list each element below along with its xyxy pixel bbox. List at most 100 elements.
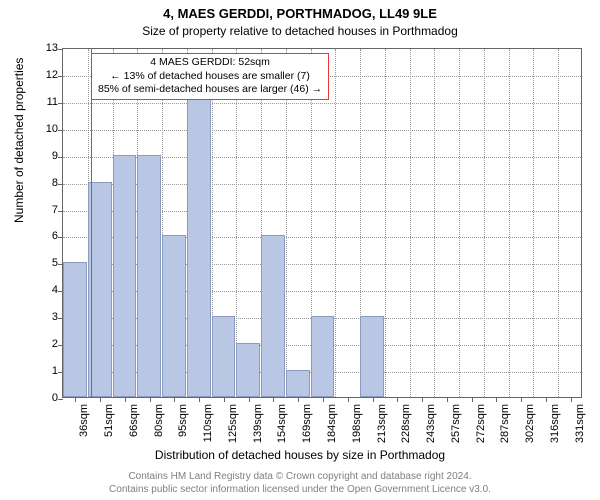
x-axis-label: Distribution of detached houses by size … — [0, 448, 600, 462]
y-tick-label: 12 — [28, 69, 58, 81]
x-tick-label: 110sqm — [202, 404, 214, 442]
bar — [212, 316, 236, 397]
x-tick-mark — [100, 397, 101, 402]
y-tick-label: 7 — [28, 204, 58, 216]
y-tick-mark — [58, 76, 63, 77]
grid-line-v — [434, 49, 435, 397]
y-tick-label: 4 — [28, 284, 58, 296]
y-axis-label: Number of detached properties — [12, 58, 26, 223]
grid-line-v — [385, 49, 386, 397]
bar — [162, 235, 186, 397]
x-tick-mark — [75, 397, 76, 402]
x-tick-mark — [373, 397, 374, 402]
x-tick-label: 316sqm — [549, 404, 561, 443]
y-tick-label: 9 — [28, 150, 58, 162]
x-tick-label: 287sqm — [499, 404, 511, 443]
bar — [311, 316, 335, 397]
chart-title-main: 4, MAES GERDDI, PORTHMADOG, LL49 9LE — [0, 6, 600, 21]
grid-line-v — [286, 49, 287, 397]
y-tick-label: 3 — [28, 311, 58, 323]
x-tick-mark — [273, 397, 274, 402]
x-tick-mark — [298, 397, 299, 402]
x-tick-mark — [125, 397, 126, 402]
y-tick-label: 0 — [28, 392, 58, 404]
x-tick-label: 80sqm — [153, 404, 165, 437]
grid-line-v — [484, 49, 485, 397]
x-tick-label: 66sqm — [128, 404, 140, 437]
grid-line-v — [558, 49, 559, 397]
y-tick-mark — [58, 211, 63, 212]
y-tick-label: 6 — [28, 230, 58, 242]
annotation-line-2: ← 13% of detached houses are smaller (7) — [98, 70, 322, 84]
x-tick-label: 184sqm — [326, 404, 338, 443]
x-tick-label: 154sqm — [276, 404, 288, 443]
annotation-box: 4 MAES GERDDI: 52sqm ← 13% of detached h… — [91, 53, 329, 100]
bar — [236, 343, 260, 397]
x-tick-label: 213sqm — [376, 404, 388, 443]
reference-line — [91, 49, 92, 397]
x-tick-label: 139sqm — [252, 404, 264, 443]
x-tick-mark — [571, 397, 572, 402]
y-tick-mark — [58, 49, 63, 50]
grid-line-v — [533, 49, 534, 397]
grid-line-v — [335, 49, 336, 397]
y-tick-mark — [58, 237, 63, 238]
x-tick-label: 51sqm — [103, 404, 115, 437]
x-tick-mark — [174, 397, 175, 402]
x-tick-label: 169sqm — [301, 404, 313, 443]
x-tick-mark — [249, 397, 250, 402]
y-tick-label: 1 — [28, 365, 58, 377]
chart-title-sub: Size of property relative to detached ho… — [0, 24, 600, 38]
bar — [137, 155, 161, 397]
footer-line-2: Contains public sector information licen… — [0, 483, 600, 496]
x-tick-mark — [348, 397, 349, 402]
bar — [63, 262, 87, 397]
grid-line-h — [63, 130, 581, 131]
bar — [286, 370, 310, 397]
x-tick-mark — [323, 397, 324, 402]
x-tick-mark — [199, 397, 200, 402]
y-tick-mark — [58, 184, 63, 185]
annotation-line-1: 4 MAES GERDDI: 52sqm — [98, 56, 322, 70]
x-tick-mark — [496, 397, 497, 402]
x-tick-mark — [397, 397, 398, 402]
x-tick-label: 331sqm — [574, 404, 586, 443]
x-tick-mark — [224, 397, 225, 402]
x-tick-mark — [447, 397, 448, 402]
y-tick-label: 2 — [28, 338, 58, 350]
x-tick-label: 243sqm — [425, 404, 437, 443]
x-tick-label: 36sqm — [78, 404, 90, 437]
bar — [261, 235, 285, 397]
bar — [360, 316, 384, 397]
x-tick-label: 125sqm — [227, 404, 239, 443]
x-tick-label: 95sqm — [177, 404, 189, 437]
x-tick-mark — [422, 397, 423, 402]
grid-line-v — [459, 49, 460, 397]
bar — [187, 74, 211, 397]
x-tick-mark — [521, 397, 522, 402]
plot-area: 4 MAES GERDDI: 52sqm ← 13% of detached h… — [62, 48, 582, 398]
grid-line-v — [509, 49, 510, 397]
x-tick-label: 257sqm — [450, 404, 462, 443]
x-tick-mark — [150, 397, 151, 402]
y-tick-mark — [58, 103, 63, 104]
y-tick-label: 11 — [28, 96, 58, 108]
y-tick-mark — [58, 399, 63, 400]
grid-line-h — [63, 103, 581, 104]
bar — [113, 155, 137, 397]
x-tick-label: 272sqm — [475, 404, 487, 443]
y-tick-label: 5 — [28, 257, 58, 269]
x-tick-mark — [546, 397, 547, 402]
annotation-line-3: 85% of semi-detached houses are larger (… — [98, 83, 322, 97]
x-tick-label: 228sqm — [400, 404, 412, 443]
footer-line-1: Contains HM Land Registry data © Crown c… — [0, 470, 600, 483]
y-tick-label: 10 — [28, 123, 58, 135]
y-tick-label: 13 — [28, 42, 58, 54]
x-tick-mark — [472, 397, 473, 402]
grid-line-v — [410, 49, 411, 397]
y-tick-mark — [58, 157, 63, 158]
y-tick-label: 8 — [28, 177, 58, 189]
x-tick-label: 302sqm — [524, 404, 536, 443]
x-tick-label: 198sqm — [351, 404, 363, 443]
y-tick-mark — [58, 130, 63, 131]
